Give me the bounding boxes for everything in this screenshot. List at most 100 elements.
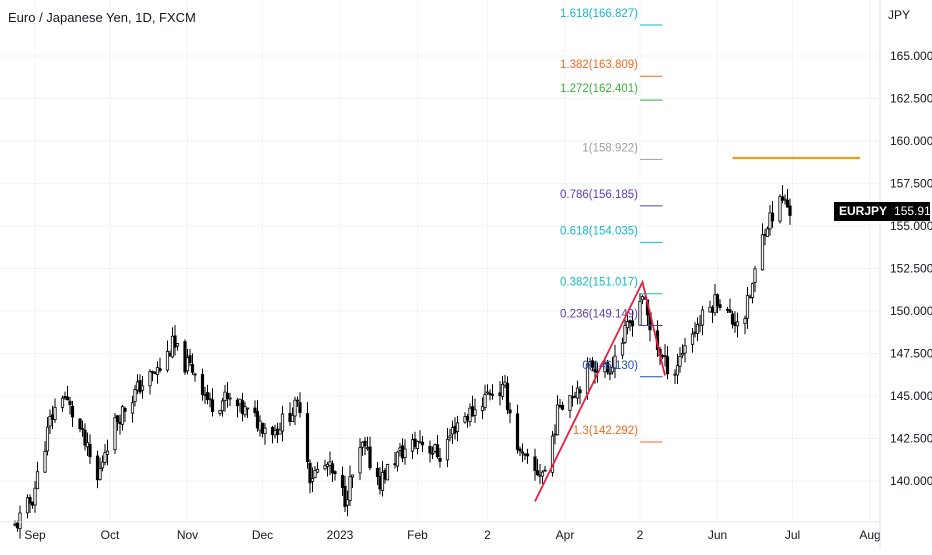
candle [173,325,177,356]
candle [155,361,160,384]
candle [328,451,332,476]
candle-body [673,373,677,376]
last-price-value: 155.910 [894,204,932,218]
candle-body [368,446,372,469]
candle-body [185,357,190,372]
candle-body [120,406,125,425]
candle-body [238,398,242,405]
candle [315,462,320,474]
candle [630,309,635,337]
fib-level-label: 1.618(166.827) [560,8,638,20]
candle-body [435,444,440,458]
candle-body [140,385,145,391]
candle-body [295,399,300,402]
candle [490,384,495,400]
candle-body [228,397,232,400]
candle [48,409,52,434]
fibonacci-levels[interactable]: 1.3(142.292) 0(146.130) 0.236(149.149) 0.38… [560,8,663,443]
candle [430,446,435,460]
candle [165,340,170,373]
candle-body [365,447,370,450]
candle-body [348,476,352,501]
x-tick-label: Aug [859,528,880,542]
candle-body [80,428,85,430]
candle-body [278,429,282,435]
candle [678,347,682,373]
candle [310,467,315,493]
candle-body [130,402,135,414]
candle [273,424,277,439]
candle-body [350,474,355,478]
candle-body [533,456,537,471]
candle [123,406,127,423]
candle-body [555,404,560,436]
candle-body [385,464,390,481]
x-tick-label: Feb [407,528,428,542]
candle [325,461,330,477]
candle-body [85,442,90,448]
zigzag-pattern-line[interactable] [534,279,666,502]
candle-body [690,333,695,345]
candle [503,374,507,389]
candle [770,201,775,228]
candle [80,420,85,437]
candle [293,396,297,426]
candle-body [223,391,227,402]
candle-body [623,325,627,343]
x-tick-label: Apr [556,528,575,542]
candle [240,392,245,422]
candle [140,376,145,399]
candle [278,422,282,435]
candle [193,372,197,382]
candle-body [765,228,770,237]
candle [288,402,292,426]
candle-body [783,198,787,201]
candle [695,317,700,342]
candle-body [400,445,405,459]
candle-body [485,391,490,394]
candle [13,520,17,527]
candle [743,315,747,335]
candle [785,188,790,208]
candle [410,433,415,460]
candle [263,423,267,445]
candle-body [100,461,105,469]
candle-body [630,320,635,327]
candle-body [280,413,285,432]
candle-body [515,413,520,450]
candle-body [715,294,720,307]
candle-body [483,394,487,408]
candle-body [518,448,522,452]
candle-body [418,441,422,444]
candle [500,375,505,400]
candle [85,432,90,456]
candle-body [155,367,160,376]
candle [270,425,275,444]
candle [780,185,785,204]
candle-body [788,205,792,216]
candle [105,439,110,466]
candle-body [710,307,715,313]
drawings[interactable] [534,156,860,502]
x-tick-label: Jun [708,528,727,542]
candle [465,414,470,428]
candle [498,381,502,406]
x-tick-label: Nov [177,528,198,542]
candle-body [700,309,705,326]
candle [103,444,107,466]
candle-body [523,453,527,456]
candle-body [735,321,740,327]
candle [220,397,225,417]
candle [190,353,195,375]
candle [715,293,720,314]
candle-body [450,427,455,435]
candle-body [590,360,595,368]
candle-body [260,422,265,434]
candle-body [308,462,312,484]
candle-body [330,463,335,474]
candle-body [245,407,250,410]
candle [305,402,310,469]
candle [53,398,57,423]
